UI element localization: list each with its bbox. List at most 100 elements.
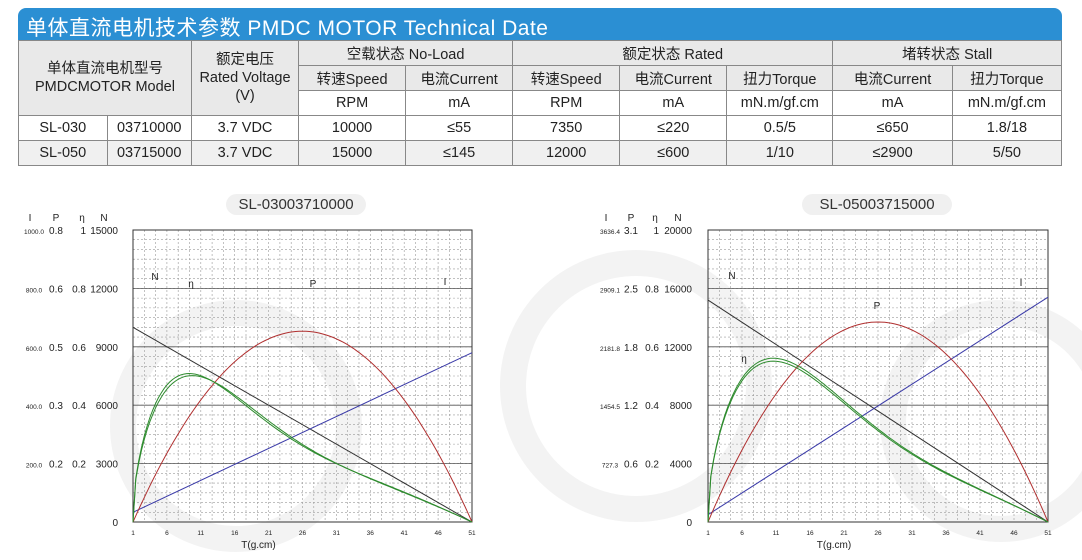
tick-label-eta: 0.2 — [645, 460, 659, 471]
tick-label-p: 3.1 — [624, 226, 638, 237]
tick-label-eta: 0.4 — [645, 401, 659, 412]
table-cell: ≤220 — [619, 115, 728, 141]
table-cell: 12000 — [512, 140, 621, 166]
tick-label-n: 16000 — [664, 284, 692, 295]
curve-label-i: I — [444, 277, 447, 288]
curve-n — [707, 299, 1049, 523]
tick-label-n: 4000 — [670, 460, 693, 471]
tick-label-eta: 0.8 — [645, 284, 659, 295]
curve-p — [707, 321, 1049, 523]
table-cell: 3.7 VDC — [190, 140, 300, 166]
table-cell: ≤600 — [619, 140, 728, 166]
x-tick-label: 31 — [908, 530, 916, 537]
tick-label-eta: 1 — [653, 226, 659, 237]
tick-label-n: 3000 — [96, 460, 119, 471]
tick-label-i: 727.3 — [602, 463, 619, 470]
tick-label-p: 1.8 — [624, 343, 638, 354]
table-cell: 1/10 — [726, 140, 834, 166]
axis-header-eta: η — [79, 213, 85, 224]
tick-label-p: 0.2 — [49, 460, 63, 471]
table-cell: 0.5/5 — [726, 115, 834, 141]
table-cell: 15000 — [298, 140, 407, 166]
unit-cell: mA — [832, 90, 953, 116]
table-cell: 1.8/18 — [951, 115, 1063, 141]
tick-label-p: 0.5 — [49, 343, 63, 354]
axis-header-n: N — [674, 213, 681, 224]
tick-label-i: 2909.1 — [600, 287, 620, 294]
tick-label-eta: 0.6 — [72, 343, 86, 354]
tick-label-p: 1.2 — [624, 401, 638, 412]
x-tick-label: 21 — [840, 530, 848, 537]
tick-label-eta: 0.4 — [72, 401, 86, 412]
sub-header: 转速Speed — [298, 65, 407, 91]
tick-label-i: 1454.5 — [600, 404, 620, 411]
sub-header: 电流Current — [619, 65, 728, 91]
x-tick-label: 16 — [806, 530, 814, 537]
x-tick-label: 51 — [468, 530, 476, 537]
x-tick-label: 6 — [740, 530, 744, 537]
x-tick-label: 46 — [434, 530, 442, 537]
group-stall: 堵转状态 Stall — [832, 40, 1062, 66]
x-tick-label: 16 — [231, 530, 239, 537]
x-axis-label: T(g.cm) — [241, 540, 275, 551]
table-cell: SL-030 — [18, 115, 108, 141]
tick-label-i: 200.0 — [26, 463, 43, 470]
table-cell: ≤650 — [832, 115, 953, 141]
x-tick-label: 36 — [942, 530, 950, 537]
table-cell: 10000 — [298, 115, 407, 141]
table-row: SL-050 03715000 3.7 VDC 15000 ≤145 12000… — [18, 140, 1063, 166]
x-axis-label: T(g.cm) — [817, 540, 851, 551]
tick-label-eta: 0.8 — [72, 284, 86, 295]
tick-label-n: 0 — [112, 518, 118, 529]
plot-frame — [707, 229, 1049, 523]
curve-n — [132, 326, 473, 523]
x-tick-label: 1 — [131, 530, 135, 537]
x-tick-label: 41 — [401, 530, 409, 537]
curve-i — [707, 296, 1049, 516]
tick-label-eta: 1 — [80, 226, 86, 237]
x-tick-label: 46 — [1010, 530, 1018, 537]
tick-label-i: 3636.4 — [600, 229, 620, 236]
curve-label-n: N — [728, 271, 735, 282]
tick-label-eta: 0.6 — [645, 343, 659, 354]
x-tick-label: 31 — [333, 530, 341, 537]
curve-eta-secondary — [132, 375, 473, 523]
curve-eta-secondary — [707, 360, 1049, 523]
tick-label-p: 0.3 — [49, 401, 63, 412]
plot-frame — [132, 229, 473, 523]
curve-label-n: N — [151, 272, 158, 283]
page-header: 单体直流电机技术参数 PMDC MOTOR Technical Date — [18, 8, 1062, 40]
chart-title-1: SL-03003710000 — [226, 194, 366, 215]
sub-header: 电流Current — [832, 65, 953, 91]
table-cell: 03715000 — [106, 140, 192, 166]
x-tick-label: 51 — [1044, 530, 1052, 537]
tick-label-n: 0 — [686, 518, 692, 529]
tick-label-p: 0.8 — [49, 226, 63, 237]
x-tick-label: 6 — [165, 530, 169, 537]
table-cell: 5/50 — [951, 140, 1063, 166]
table-cell: SL-050 — [18, 140, 108, 166]
x-tick-label: 21 — [265, 530, 273, 537]
tick-label-p: 2.5 — [624, 284, 638, 295]
table-cell: ≤2900 — [832, 140, 953, 166]
tick-label-i: 2181.8 — [600, 346, 620, 353]
tick-label-p: 0.6 — [624, 460, 638, 471]
x-tick-label: 1 — [706, 530, 710, 537]
tick-label-n: 9000 — [96, 343, 119, 354]
axis-header-eta: η — [652, 213, 658, 224]
x-tick-label: 11 — [197, 530, 204, 537]
x-tick-label: 11 — [773, 530, 780, 537]
x-tick-label: 36 — [367, 530, 375, 537]
x-tick-label: 41 — [976, 530, 984, 537]
spec-table: 单体直流电机型号 PMDCMOTOR Model 额定电压 Rated Voltag… — [18, 40, 1063, 166]
table-cell: ≤55 — [405, 115, 514, 141]
tick-label-n: 6000 — [96, 401, 119, 412]
curve-i — [132, 352, 473, 513]
axis-header-p: P — [53, 213, 60, 224]
chart-title-2: SL-05003715000 — [802, 194, 952, 215]
tick-label-p: 0.6 — [49, 284, 63, 295]
page-title: 单体直流电机技术参数 PMDC MOTOR Technical Date — [26, 17, 549, 40]
curve-label-i: I — [1020, 278, 1023, 289]
x-tick-label: 26 — [299, 530, 307, 537]
chart-grid — [133, 230, 472, 522]
